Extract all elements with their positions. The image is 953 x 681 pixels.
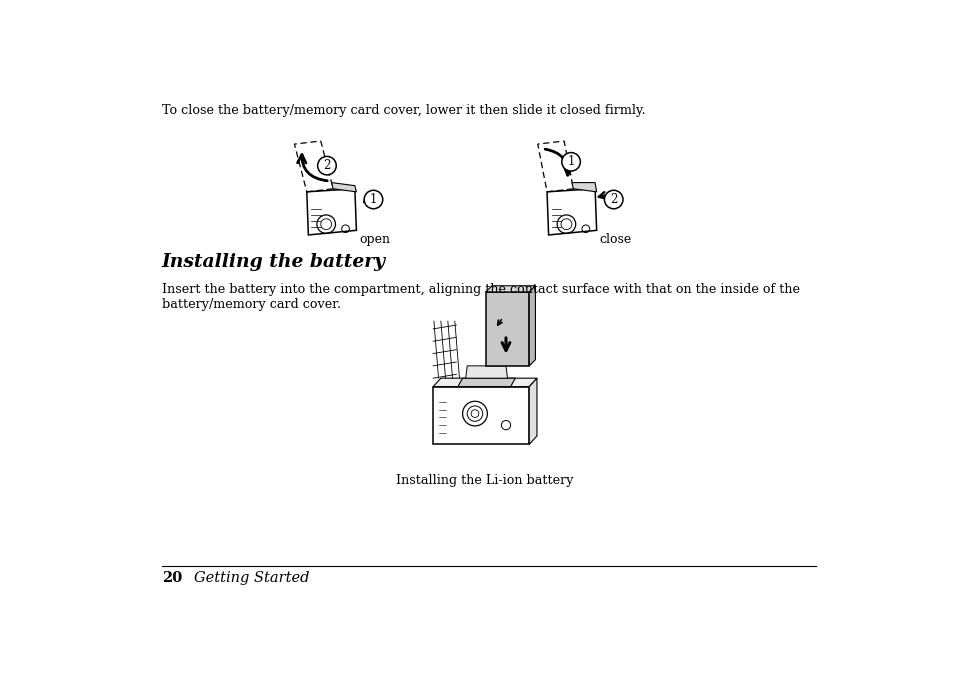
Text: close: close	[599, 233, 631, 246]
Text: 1: 1	[370, 193, 376, 206]
Polygon shape	[529, 286, 535, 366]
Polygon shape	[485, 286, 535, 292]
Polygon shape	[465, 366, 507, 378]
Polygon shape	[529, 378, 537, 445]
Circle shape	[317, 157, 335, 175]
Text: 1: 1	[567, 155, 574, 168]
Text: 2: 2	[323, 159, 331, 172]
Circle shape	[364, 190, 382, 209]
Polygon shape	[332, 183, 356, 192]
Text: 2: 2	[609, 193, 617, 206]
Polygon shape	[571, 183, 596, 192]
Text: battery/memory card cover.: battery/memory card cover.	[162, 298, 340, 311]
Polygon shape	[433, 378, 537, 387]
Polygon shape	[457, 378, 515, 387]
Text: open: open	[359, 233, 390, 246]
Text: Getting Started: Getting Started	[194, 571, 310, 586]
Text: Installing the battery: Installing the battery	[162, 253, 385, 272]
Circle shape	[561, 153, 579, 171]
Text: To close the battery/memory card cover, lower it then slide it closed firmly.: To close the battery/memory card cover, …	[162, 104, 645, 117]
Text: 20: 20	[162, 571, 182, 586]
Circle shape	[604, 190, 622, 209]
Polygon shape	[485, 292, 529, 366]
Text: Insert the battery into the compartment, aligning the contact surface with that : Insert the battery into the compartment,…	[162, 283, 799, 296]
Text: Installing the Li-ion battery: Installing the Li-ion battery	[395, 474, 573, 487]
